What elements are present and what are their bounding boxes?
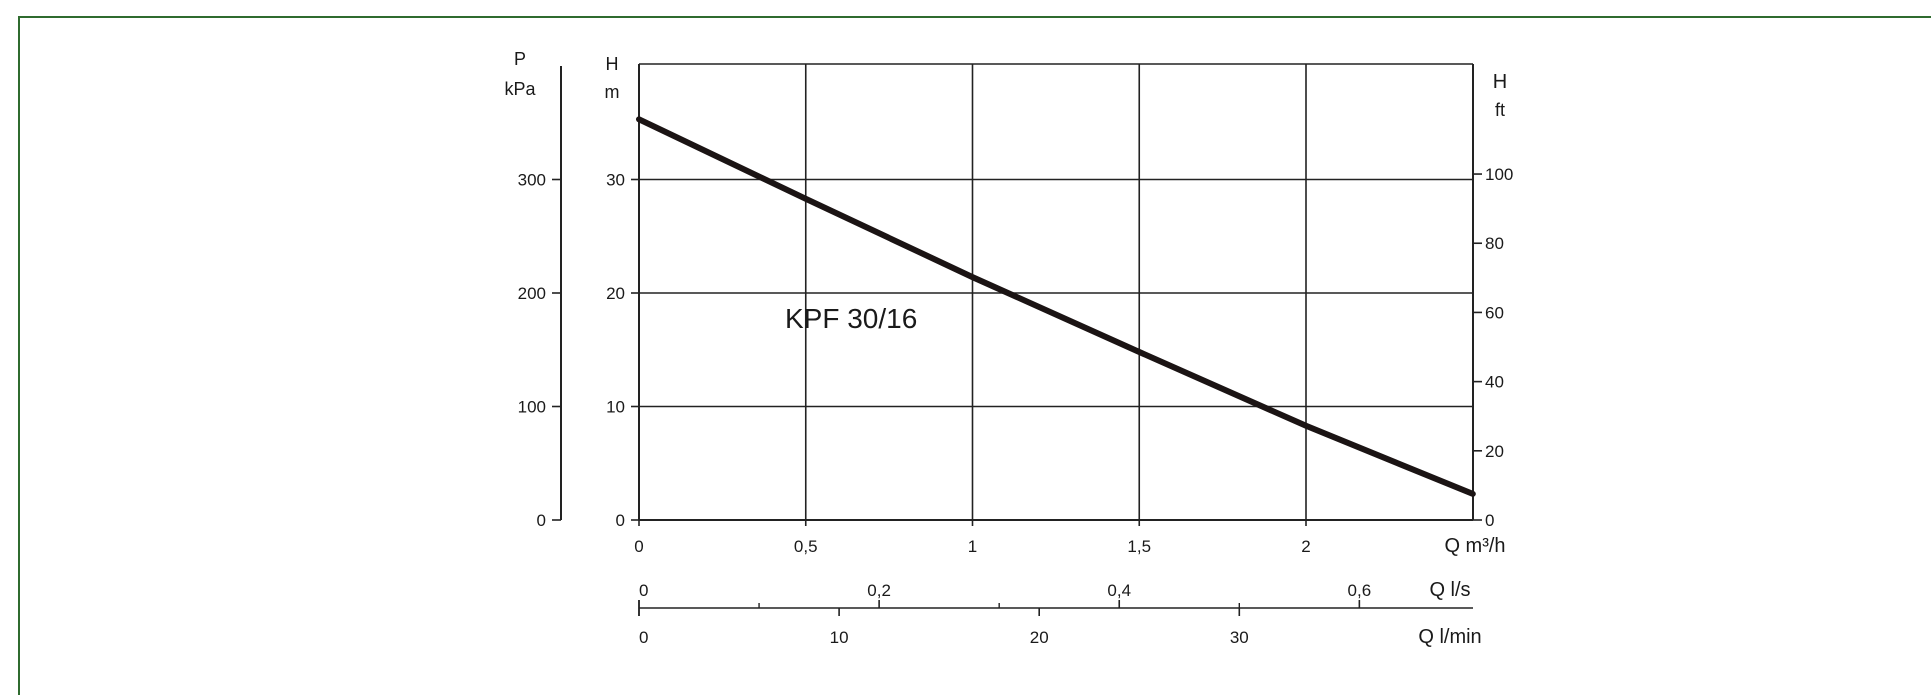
tick-label-kpa: 200 bbox=[518, 284, 546, 303]
tick-label-ls: 0,2 bbox=[867, 581, 891, 600]
tick-label-m3h: 1,5 bbox=[1127, 537, 1151, 556]
grid-lines bbox=[639, 63, 1473, 520]
tick-label-lmin: 10 bbox=[830, 628, 849, 647]
axis-label-kpa-2: kPa bbox=[504, 79, 536, 99]
tick-label-kpa: 100 bbox=[518, 398, 546, 417]
tick-label-ft: 40 bbox=[1485, 373, 1504, 392]
tick-label-lmin: 30 bbox=[1230, 628, 1249, 647]
tick-label-m3h: 0 bbox=[634, 537, 643, 556]
axis-label-m-1: H bbox=[606, 54, 619, 74]
tick-label-m3h: 1 bbox=[968, 537, 977, 556]
tick-label-ls: 0,6 bbox=[1348, 581, 1372, 600]
tick-label-kpa: 0 bbox=[537, 511, 546, 530]
axes bbox=[552, 64, 1482, 616]
axis-label-m3h: Q m³/h bbox=[1444, 535, 1505, 557]
tick-label-m: 30 bbox=[606, 171, 625, 190]
tick-label-m: 20 bbox=[606, 284, 625, 303]
axis-label-kpa-1: P bbox=[514, 49, 526, 69]
tick-label-kpa: 300 bbox=[518, 171, 546, 190]
tick-label-ft: 20 bbox=[1485, 442, 1504, 461]
axis-label-ls: Q l/s bbox=[1429, 579, 1470, 601]
tick-label-lmin: 20 bbox=[1030, 628, 1049, 647]
tick-label-ft: 0 bbox=[1485, 511, 1494, 530]
tick-label-ft: 100 bbox=[1485, 165, 1513, 184]
tick-label-ls: 0,4 bbox=[1107, 581, 1131, 600]
tick-label-m: 0 bbox=[616, 511, 625, 530]
tick-label-ls: 0 bbox=[639, 581, 648, 600]
axis-label-ft-1: H bbox=[1493, 71, 1507, 93]
chart-frame bbox=[18, 16, 1931, 695]
tick-label-m3h: 0,5 bbox=[794, 537, 818, 556]
curve-label: KPF 30/16 bbox=[785, 303, 917, 334]
axis-label-lmin: Q l/min bbox=[1418, 626, 1481, 648]
tick-label-m3h: 2 bbox=[1301, 537, 1310, 556]
tick-label-ft: 60 bbox=[1485, 303, 1504, 322]
tick-label-ft: 80 bbox=[1485, 234, 1504, 253]
axis-label-m-2: m bbox=[605, 82, 620, 102]
series-line-kpf-30-16 bbox=[636, 116, 1476, 497]
tick-label-lmin: 0 bbox=[639, 628, 648, 647]
tick-label-m: 10 bbox=[606, 398, 625, 417]
axis-label-ft-2: ft bbox=[1495, 100, 1505, 120]
